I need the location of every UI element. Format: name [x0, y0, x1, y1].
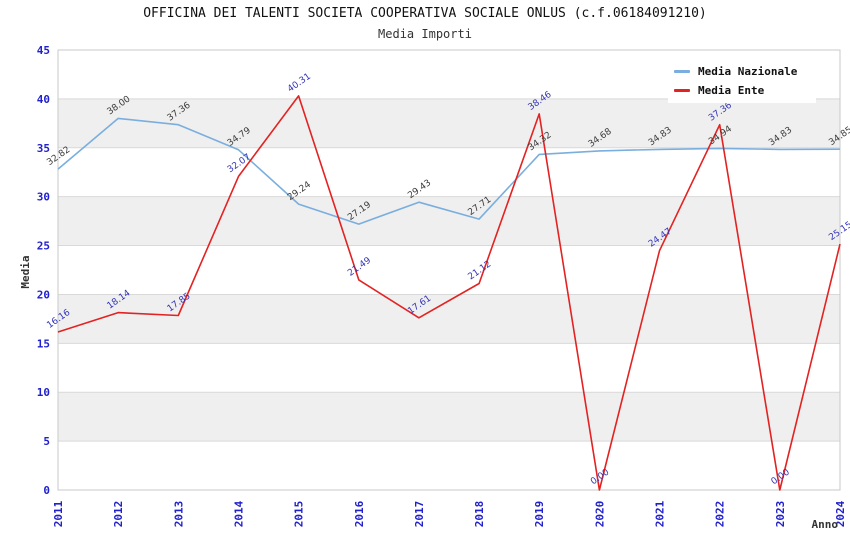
x-tick-label: 2024	[834, 500, 847, 527]
x-tick-label: 2020	[593, 501, 606, 528]
y-axis-title: Media	[19, 255, 32, 288]
plot-band	[58, 392, 840, 442]
x-tick-label: 2023	[774, 501, 787, 528]
plot-band	[58, 196, 840, 246]
data-label: 21.49	[346, 256, 373, 279]
plot-border	[57, 49, 841, 491]
chart-title: OFFICINA DEI TALENTI SOCIETA COOPERATIVA…	[143, 6, 707, 21]
x-tick-label: 2022	[714, 501, 727, 528]
y-tick-label: 5	[43, 435, 50, 448]
x-tick-label: 2013	[172, 501, 185, 528]
data-label: 40.31	[286, 72, 313, 95]
y-tick-label: 25	[37, 240, 50, 253]
y-tick-label: 15	[37, 337, 50, 350]
x-tick-label: 2016	[353, 500, 366, 527]
x-tick-label: 2019	[533, 501, 546, 528]
legend-item-media-nazionale: Media Nazionale	[674, 65, 816, 78]
x-tick-label: 2012	[112, 501, 125, 528]
y-tick-label: 35	[37, 142, 50, 155]
legend-swatch-red-line-icon	[674, 89, 690, 92]
y-tick-label: 0	[43, 484, 50, 497]
plot-band	[58, 294, 840, 344]
x-tick-label: 2021	[654, 500, 667, 527]
x-tick-label: 2011	[52, 500, 65, 527]
x-tick-label: 2017	[413, 501, 426, 528]
x-tick-label: 2018	[473, 501, 486, 528]
y-tick-label: 20	[37, 288, 50, 301]
y-tick-label: 30	[37, 191, 50, 204]
legend-label: Media Ente	[698, 84, 765, 97]
x-axis-title: Anno	[812, 518, 839, 531]
series-line-media-ente	[57, 95, 841, 491]
series-line-media-nazionale	[57, 117, 841, 225]
y-tick-label: 40	[37, 93, 50, 106]
plot-band	[58, 98, 840, 148]
chart-legend: Media Nazionale Media Ente	[668, 59, 816, 103]
legend-swatch-blue-line-icon	[674, 70, 690, 73]
chart-subtitle: Media Importi	[378, 27, 472, 41]
x-tick-label: 2014	[232, 500, 245, 527]
legend-item-media-ente: Media Ente	[674, 84, 816, 97]
legend-label: Media Nazionale	[698, 65, 798, 78]
y-tick-label: 45	[37, 44, 50, 57]
y-tick-label: 10	[37, 386, 50, 399]
x-tick-label: 2015	[293, 501, 306, 528]
